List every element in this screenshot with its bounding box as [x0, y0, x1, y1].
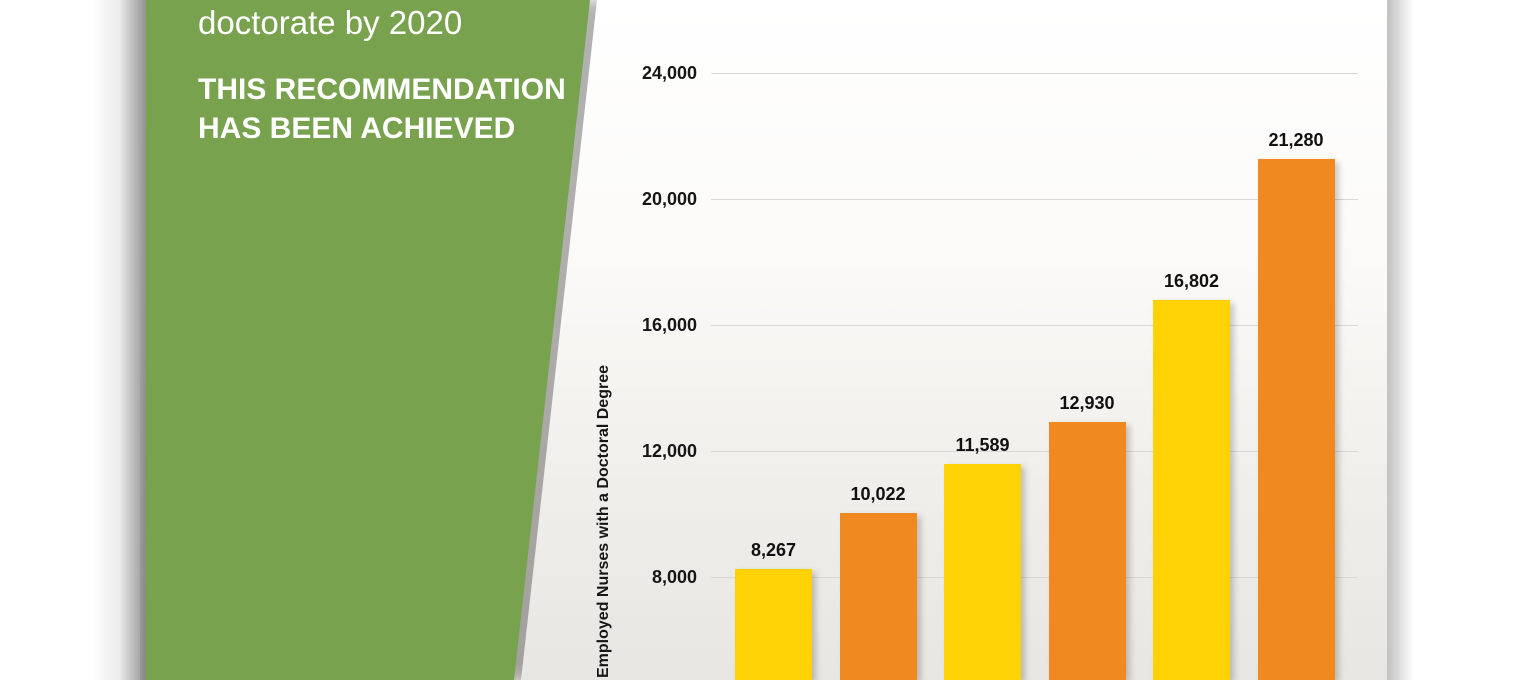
bar [1153, 299, 1230, 680]
page-right-shadow [1390, 0, 1414, 680]
bar-value-label: 12,930 [1059, 392, 1115, 413]
gridline [711, 450, 1358, 452]
gridline [711, 198, 1358, 200]
y-tick-label: 12,000 [641, 440, 697, 461]
gridline [711, 72, 1358, 74]
gridline [711, 324, 1358, 326]
bar [1048, 421, 1126, 680]
y-tick-label: 8,000 [651, 566, 697, 587]
green-panel-left-shadow [92, 0, 146, 680]
bar-value-label: 10,022 [850, 484, 906, 505]
bar-value-label: 11,589 [955, 434, 1010, 455]
bar [944, 463, 1021, 680]
page-right-edge [1387, 0, 1390, 680]
y-tick-label: 24,000 [641, 62, 697, 83]
recommendation-subtitle-tail: doctorate by 2020 [198, 4, 463, 41]
recommendation-achieved-text: THIS RECOMMENDATION HAS BEEN ACHIEVED [198, 73, 566, 145]
y-tick-label: 16,000 [641, 314, 697, 335]
bar [1257, 158, 1335, 680]
y-tick-label: 20,000 [641, 188, 697, 209]
bar-value-label: 16,802 [1163, 270, 1220, 291]
gridline [711, 576, 1358, 578]
bar [839, 513, 917, 680]
bar [735, 568, 812, 680]
y-axis-title: Employed Nurses with a Doctoral Degree [595, 365, 612, 678]
bar-value-label: 8,267 [750, 539, 797, 560]
bar-value-label: 21,280 [1268, 129, 1324, 150]
